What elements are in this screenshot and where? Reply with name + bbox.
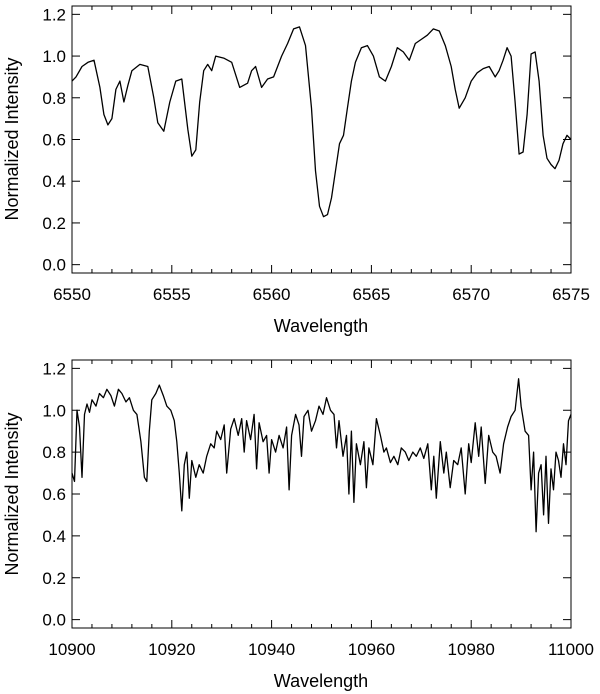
x-tick-label: 6575	[552, 285, 590, 304]
x-tick-label: 6550	[53, 285, 91, 304]
y-tick-label: 0.6	[42, 485, 66, 504]
x-axis-top: 6550 6555 6560 6565 6570 6575	[53, 6, 590, 304]
y-axis-top: 0.0 0.2 0.4 0.6 0.8 1.0 1.2	[42, 5, 571, 275]
y-axis-bottom: 0.0 0.2 0.4 0.6 0.8 1.0 1.2	[42, 359, 571, 630]
x-tick-label: 11000	[548, 640, 594, 659]
plot-frame-bottom	[71, 359, 572, 629]
x-tick-label: 6570	[452, 285, 490, 304]
y-tick-label: 0.4	[42, 527, 66, 546]
x-axis-bottom: 10900 10920 10940 10960 10980 11000	[48, 360, 594, 659]
y-tick-label: 1.0	[42, 401, 66, 420]
y-tick-label: 0.8	[42, 89, 66, 108]
y-tick-label: 1.2	[42, 359, 66, 378]
y-tick-label: 0.8	[42, 443, 66, 462]
y-axis-label-bottom: Normalized Intensity	[2, 412, 22, 575]
x-tick-label: 6560	[253, 285, 291, 304]
y-tick-label: 0.4	[42, 172, 66, 191]
y-tick-label: 1.2	[42, 5, 66, 24]
x-tick-label: 10980	[448, 640, 495, 659]
x-axis-label-bottom: Wavelength	[274, 671, 368, 691]
chart-bottom: 0.00.20.40.60.81.01.2 10900 10920 10940 109…	[2, 359, 594, 691]
x-tick-label: 6565	[352, 285, 390, 304]
x-tick-label: 10960	[348, 640, 395, 659]
y-axis-label-top: Normalized Intensity	[2, 57, 22, 220]
x-axis-label-top: Wavelength	[274, 316, 368, 336]
y-tick-label: 0.6	[42, 131, 66, 150]
x-tick-label: 10900	[48, 640, 95, 659]
y-tick-label: 0.0	[42, 256, 66, 275]
y-tick-label: 0.2	[42, 569, 66, 588]
y-tick-label: 0.0	[42, 611, 66, 630]
spectrum-line-top	[71, 26, 572, 218]
y-tick-label: 0.2	[42, 214, 66, 233]
spectrum-line-bottom	[71, 378, 572, 533]
x-tick-label: 6555	[153, 285, 191, 304]
x-tick-label: 10920	[148, 640, 195, 659]
y-tick-label: 1.0	[42, 47, 66, 66]
x-tick-label: 10940	[248, 640, 295, 659]
chart-top: 0.00.20.40.60.81.01.2 6550 6555 6560 6565 65…	[2, 5, 590, 336]
plot-frame-top	[71, 5, 572, 274]
